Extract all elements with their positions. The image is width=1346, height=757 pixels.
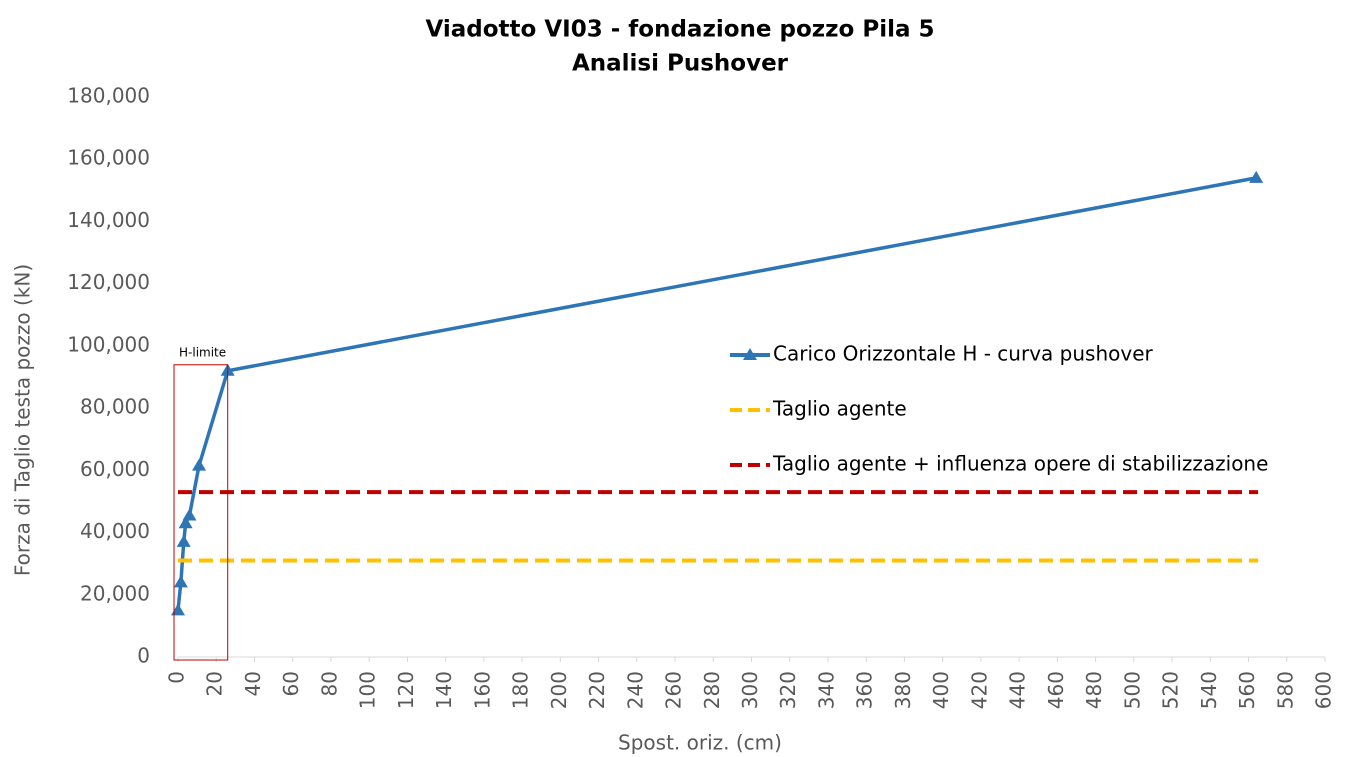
- y-tick-label: 140,000: [67, 208, 150, 232]
- x-tick-label: 20: [203, 671, 227, 696]
- legend-label: Carico Orizzontale H - curva pushover: [773, 342, 1153, 366]
- y-tick-label: 80,000: [80, 395, 150, 419]
- x-tick-label: 120: [394, 671, 418, 709]
- series-line: [176, 176, 1257, 611]
- y-tick-label: 120,000: [67, 270, 150, 294]
- x-tick-label: 160: [470, 671, 494, 709]
- legend-marker: [743, 348, 757, 360]
- y-tick-label: 0: [137, 644, 150, 668]
- y-tick-label: 100,000: [67, 332, 150, 356]
- series-marker: [173, 575, 188, 588]
- y-tick-label: 20,000: [80, 581, 150, 605]
- y-axis-title: Forza di Taglio testa pozzo (kN): [11, 264, 35, 576]
- x-tick-label: 200: [547, 671, 571, 709]
- x-tick-label: 240: [623, 671, 647, 709]
- y-tick-label: 160,000: [67, 146, 150, 170]
- x-tick-label: 280: [700, 671, 724, 709]
- x-tick-label: 100: [356, 671, 380, 709]
- x-tick-label: 0: [165, 671, 189, 684]
- chart-title: Viadotto VI03 - fondazione pozzo Pila 5: [425, 17, 934, 43]
- x-tick-label: 440: [1006, 671, 1030, 709]
- x-tick-label: 480: [1082, 671, 1106, 709]
- x-tick-label: 140: [432, 671, 456, 709]
- x-tick-label: 60: [279, 671, 303, 696]
- x-tick-label: 300: [738, 671, 762, 709]
- legend-label: Taglio agente + influenza opere di stabi…: [772, 452, 1268, 476]
- chart-subtitle: Analisi Pushover: [572, 51, 789, 77]
- y-tick-label: 40,000: [80, 519, 150, 543]
- x-tick-label: 460: [1044, 671, 1068, 709]
- series-marker: [1249, 170, 1264, 183]
- x-tick-label: 360: [853, 671, 877, 709]
- annotation-label: H-limite: [179, 345, 226, 359]
- y-tick-label: 60,000: [80, 457, 150, 481]
- series-marker: [182, 508, 197, 521]
- series-marker: [192, 458, 207, 471]
- series-marker: [178, 516, 193, 529]
- x-tick-label: 420: [967, 671, 991, 709]
- x-tick-label: 40: [241, 671, 265, 696]
- x-tick-label: 560: [1235, 671, 1259, 709]
- annotation-box: [173, 364, 229, 661]
- series-marker: [176, 534, 191, 547]
- x-tick-label: 400: [929, 671, 953, 709]
- x-tick-label: 340: [814, 671, 838, 709]
- x-tick-label: 520: [1159, 671, 1183, 709]
- x-tick-label: 600: [1312, 671, 1336, 709]
- x-tick-label: 380: [891, 671, 915, 709]
- x-tick-label: 180: [509, 671, 533, 709]
- x-tick-label: 320: [776, 671, 800, 709]
- x-tick-label: 80: [317, 671, 341, 696]
- x-tick-label: 580: [1273, 671, 1297, 709]
- x-tick-label: 220: [585, 671, 609, 709]
- x-tick-label: 260: [662, 671, 686, 709]
- x-axis-title: Spost. oriz. (cm): [618, 731, 782, 755]
- y-tick-label: 180,000: [67, 84, 150, 108]
- x-tick-label: 500: [1120, 671, 1144, 709]
- x-tick-label: 540: [1197, 671, 1221, 709]
- series-marker: [171, 603, 185, 616]
- legend-label: Taglio agente: [772, 397, 907, 421]
